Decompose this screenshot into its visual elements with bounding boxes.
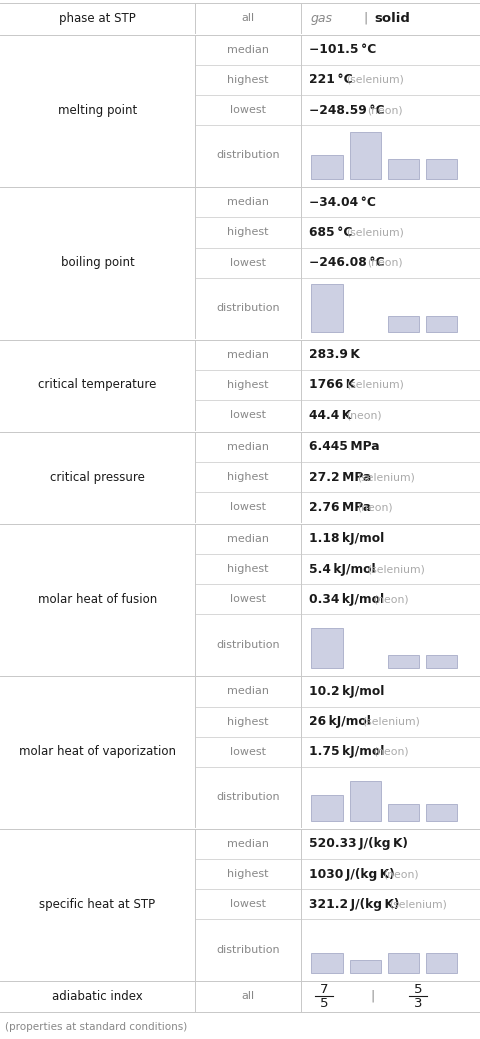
Bar bbox=[425, 159, 456, 179]
Text: (properties at standard conditions): (properties at standard conditions) bbox=[5, 1021, 187, 1032]
Text: |: | bbox=[370, 990, 374, 1003]
Text: boiling point: boiling point bbox=[60, 257, 134, 269]
Text: lowest: lowest bbox=[229, 747, 265, 756]
Text: phase at STP: phase at STP bbox=[59, 11, 135, 25]
Text: (selenium): (selenium) bbox=[346, 380, 404, 390]
Text: distribution: distribution bbox=[216, 303, 279, 313]
Bar bbox=[387, 159, 418, 179]
Text: median: median bbox=[226, 45, 268, 55]
Text: median: median bbox=[226, 197, 268, 207]
Text: 6.445 MPa: 6.445 MPa bbox=[308, 441, 378, 453]
Text: critical temperature: critical temperature bbox=[38, 378, 156, 392]
Text: (selenium): (selenium) bbox=[346, 75, 404, 85]
Text: highest: highest bbox=[227, 870, 268, 879]
Text: median: median bbox=[226, 442, 268, 452]
Text: 7: 7 bbox=[319, 983, 328, 996]
Text: 44.4 K: 44.4 K bbox=[308, 408, 350, 422]
Text: molar heat of fusion: molar heat of fusion bbox=[38, 593, 156, 606]
Text: lowest: lowest bbox=[229, 105, 265, 115]
Text: lowest: lowest bbox=[229, 410, 265, 420]
Text: highest: highest bbox=[227, 380, 268, 390]
Text: −246.08 °C: −246.08 °C bbox=[308, 257, 384, 269]
Bar bbox=[425, 317, 456, 331]
Text: solid: solid bbox=[374, 11, 409, 25]
Text: 1766 K: 1766 K bbox=[308, 378, 354, 392]
Text: (selenium): (selenium) bbox=[361, 717, 420, 726]
Text: 0.34 kJ/mol: 0.34 kJ/mol bbox=[308, 593, 383, 606]
Text: |: | bbox=[363, 11, 367, 25]
Text: 221 °C: 221 °C bbox=[308, 74, 351, 86]
Text: −34.04 °C: −34.04 °C bbox=[308, 195, 375, 209]
Bar bbox=[387, 317, 418, 331]
Bar bbox=[311, 954, 342, 974]
Bar bbox=[387, 954, 418, 974]
Text: −101.5 °C: −101.5 °C bbox=[308, 44, 375, 56]
Text: 520.33 J/(kg K): 520.33 J/(kg K) bbox=[308, 837, 407, 851]
Text: (neon): (neon) bbox=[367, 105, 402, 115]
Bar bbox=[311, 156, 342, 179]
Text: 321.2 J/(kg K): 321.2 J/(kg K) bbox=[308, 898, 398, 911]
Text: highest: highest bbox=[227, 228, 268, 238]
Text: highest: highest bbox=[227, 472, 268, 482]
Text: distribution: distribution bbox=[216, 151, 279, 160]
Text: 685 °C: 685 °C bbox=[308, 225, 351, 239]
Text: median: median bbox=[226, 687, 268, 696]
Text: (neon): (neon) bbox=[356, 502, 392, 512]
Text: 3: 3 bbox=[413, 996, 421, 1010]
Text: median: median bbox=[226, 838, 268, 849]
Text: (neon): (neon) bbox=[346, 410, 381, 420]
Text: 1.75 kJ/mol: 1.75 kJ/mol bbox=[308, 745, 383, 758]
Text: all: all bbox=[240, 991, 254, 1002]
Bar bbox=[349, 132, 380, 179]
Text: lowest: lowest bbox=[229, 258, 265, 268]
Text: 10.2 kJ/mol: 10.2 kJ/mol bbox=[308, 685, 383, 698]
Text: −248.59 °C: −248.59 °C bbox=[308, 104, 384, 116]
Text: lowest: lowest bbox=[229, 594, 265, 605]
Text: highest: highest bbox=[227, 75, 268, 85]
Bar bbox=[311, 795, 342, 821]
Text: 1.18 kJ/mol: 1.18 kJ/mol bbox=[308, 532, 383, 545]
Text: all: all bbox=[240, 14, 254, 23]
Text: 283.9 K: 283.9 K bbox=[308, 348, 359, 362]
Text: (selenium): (selenium) bbox=[356, 472, 414, 482]
Text: 5: 5 bbox=[319, 996, 328, 1010]
Bar bbox=[387, 804, 418, 821]
Text: melting point: melting point bbox=[58, 104, 137, 116]
Text: 2.76 MPa: 2.76 MPa bbox=[308, 501, 370, 513]
Text: distribution: distribution bbox=[216, 792, 279, 802]
Text: 27.2 MPa: 27.2 MPa bbox=[308, 471, 370, 483]
Text: highest: highest bbox=[227, 717, 268, 726]
Text: (neon): (neon) bbox=[367, 258, 402, 268]
Text: critical pressure: critical pressure bbox=[50, 471, 144, 483]
Text: distribution: distribution bbox=[216, 640, 279, 649]
Bar bbox=[311, 629, 342, 668]
Text: 5: 5 bbox=[413, 983, 421, 996]
Text: specific heat at STP: specific heat at STP bbox=[39, 898, 155, 911]
Text: (selenium): (selenium) bbox=[367, 564, 425, 575]
Bar bbox=[311, 285, 342, 331]
Text: 26 kJ/mol: 26 kJ/mol bbox=[308, 715, 370, 728]
Text: 1030 J/(kg K): 1030 J/(kg K) bbox=[308, 868, 394, 881]
Text: median: median bbox=[226, 350, 268, 359]
Text: lowest: lowest bbox=[229, 900, 265, 909]
Text: distribution: distribution bbox=[216, 944, 279, 955]
Text: highest: highest bbox=[227, 564, 268, 575]
Text: (selenium): (selenium) bbox=[388, 900, 446, 909]
Bar bbox=[387, 655, 418, 668]
Bar bbox=[349, 960, 380, 974]
Text: gas: gas bbox=[310, 11, 332, 25]
Text: median: median bbox=[226, 534, 268, 544]
Bar bbox=[349, 780, 380, 821]
Text: (neon): (neon) bbox=[372, 594, 408, 605]
Bar bbox=[425, 655, 456, 668]
Text: (neon): (neon) bbox=[383, 870, 418, 879]
Text: 5.4 kJ/mol: 5.4 kJ/mol bbox=[308, 563, 374, 576]
Bar bbox=[425, 804, 456, 821]
Bar bbox=[425, 954, 456, 974]
Text: adiabatic index: adiabatic index bbox=[52, 990, 143, 1003]
Text: lowest: lowest bbox=[229, 502, 265, 512]
Text: (neon): (neon) bbox=[372, 747, 408, 756]
Text: molar heat of vaporization: molar heat of vaporization bbox=[19, 745, 176, 758]
Text: (selenium): (selenium) bbox=[346, 228, 404, 238]
